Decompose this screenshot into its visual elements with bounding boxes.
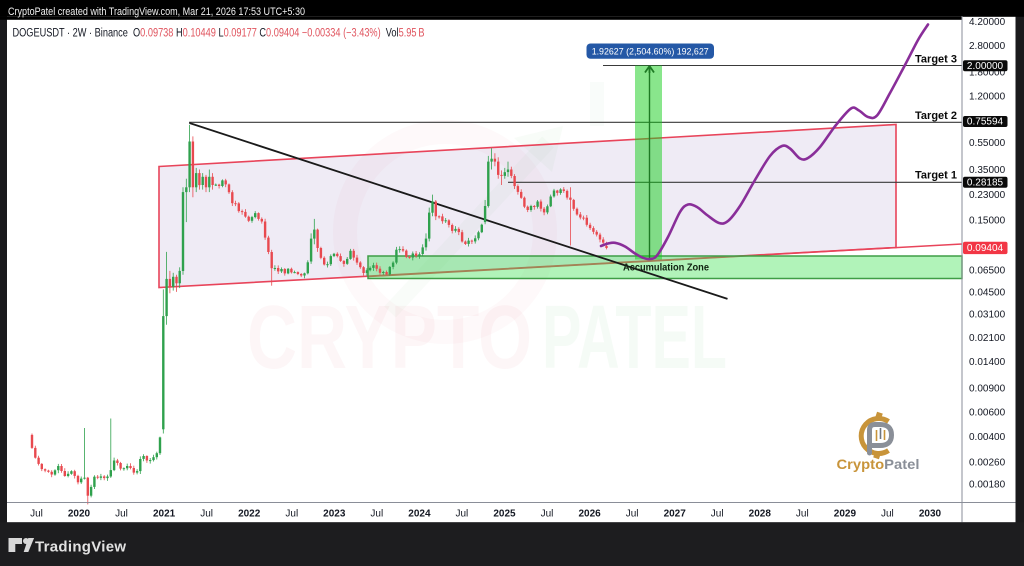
svg-text:0.06500: 0.06500 (969, 266, 1006, 277)
svg-text:2020: 2020 (68, 509, 91, 520)
svg-text:2030: 2030 (919, 509, 942, 520)
svg-text:0.15000: 0.15000 (969, 216, 1006, 227)
svg-text:2022: 2022 (238, 509, 261, 520)
svg-text:Jul: Jul (881, 509, 894, 520)
svg-text:DOGEUSDT · 2W · Binance O0.09: DOGEUSDT · 2W · Binance O0.09738 H0.1044… (13, 28, 425, 40)
svg-text:Jul: Jul (711, 509, 724, 520)
svg-text:Accumulation Zone: Accumulation Zone (623, 263, 709, 274)
svg-text:PATEL: PATEL (542, 288, 727, 388)
svg-text:Jul: Jul (285, 509, 298, 520)
svg-text:1.80000: 1.80000 (969, 67, 1006, 78)
svg-text:Jul: Jul (370, 509, 383, 520)
svg-text:0.03100: 0.03100 (969, 310, 1006, 321)
svg-text:4.20000: 4.20000 (969, 17, 1006, 28)
svg-text:0.00900: 0.00900 (969, 384, 1006, 395)
svg-text:2.80000: 2.80000 (969, 41, 1006, 52)
svg-text:Jul: Jul (541, 509, 554, 520)
svg-text:Jul: Jul (30, 509, 43, 520)
svg-text:0.55000: 0.55000 (969, 138, 1006, 149)
svg-text:0.00600: 0.00600 (969, 408, 1006, 419)
svg-text:2028: 2028 (749, 509, 772, 520)
svg-text:0.04500: 0.04500 (969, 287, 1006, 298)
svg-text:Target 3: Target 3 (915, 53, 957, 65)
svg-text:0.75594: 0.75594 (967, 117, 1004, 128)
svg-text:0.01400: 0.01400 (969, 357, 1006, 368)
svg-text:Target 1: Target 1 (915, 170, 957, 182)
svg-text:0.02100: 0.02100 (969, 333, 1006, 344)
svg-text:Jul: Jul (796, 509, 809, 520)
svg-text:Target 2: Target 2 (915, 110, 957, 122)
svg-text:0.00180: 0.00180 (969, 480, 1006, 491)
svg-text:1.92627 (2,504.60%) 192,627: 1.92627 (2,504.60%) 192,627 (592, 47, 709, 57)
svg-text:2023: 2023 (323, 509, 346, 520)
svg-text:CryptoPatel: Crypto Patel (837, 456, 920, 472)
svg-text:2025: 2025 (493, 509, 516, 520)
svg-text:0.09404: 0.09404 (967, 243, 1004, 254)
svg-text:CryptoPatel created with Tradi: CryptoPatel created with TradingView.com… (8, 6, 305, 18)
svg-text:2021: 2021 (153, 509, 176, 520)
svg-text:Jul: Jul (115, 509, 128, 520)
svg-text:2027: 2027 (664, 509, 687, 520)
svg-text:2026: 2026 (578, 509, 601, 520)
svg-text:2029: 2029 (834, 509, 857, 520)
svg-text:0.00400: 0.00400 (969, 432, 1006, 443)
svg-text:2.00000: 2.00000 (967, 61, 1004, 72)
svg-text:2024: 2024 (408, 509, 431, 520)
svg-text:TradingView: TradingView (35, 539, 126, 556)
svg-text:0.28185: 0.28185 (967, 177, 1004, 188)
svg-text:Jul: Jul (626, 509, 639, 520)
svg-text:0.35000: 0.35000 (969, 165, 1006, 176)
svg-text:CRYPTO: CRYPTO (247, 288, 532, 388)
svg-text:Jul: Jul (456, 509, 469, 520)
svg-text:0.00260: 0.00260 (969, 458, 1006, 469)
svg-text:0.23000: 0.23000 (969, 190, 1006, 201)
svg-text:Jul: Jul (200, 509, 213, 520)
svg-text:1.20000: 1.20000 (969, 92, 1006, 103)
